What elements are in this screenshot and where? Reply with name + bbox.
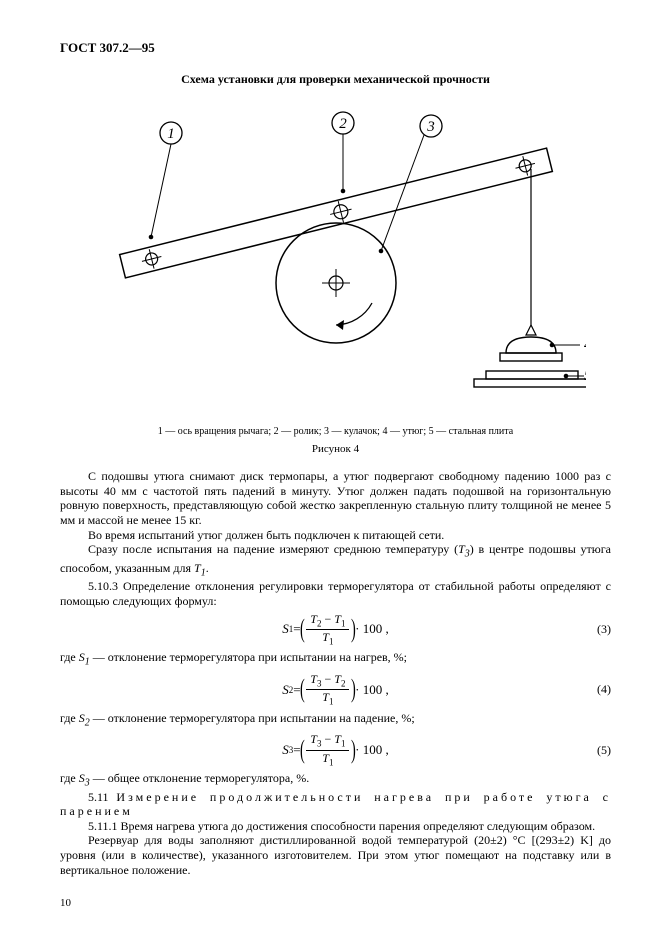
standard-id: ГОСТ 307.2—95 — [60, 40, 611, 56]
svg-text:3: 3 — [426, 119, 435, 135]
figure-title: Схема установки для проверки механическо… — [60, 72, 611, 87]
svg-text:1: 1 — [167, 126, 175, 142]
page-number: 10 — [60, 897, 611, 909]
figure-diagram: 1 2 3 4 5 — [60, 93, 611, 418]
paragraph: 5.11.1 Время нагрева утюга до достижения… — [60, 819, 611, 834]
equation-number: (3) — [597, 622, 611, 637]
svg-text:5: 5 — [584, 368, 586, 384]
equation-5: S3 = ( T3 − T1 T1 ) · 100 , (5) — [60, 733, 611, 767]
equation-number: (4) — [597, 682, 611, 697]
paragraph: С подошвы утюга снимают диск термопары, … — [60, 469, 611, 528]
paragraph: Сразу после испытания на падение измеряю… — [60, 542, 611, 579]
paragraph: Во время испытаний утюг должен быть подк… — [60, 528, 611, 543]
where-clause: где S1 — отклонение терморегулятора при … — [60, 650, 611, 669]
where-clause: где S3 — общее отклонение терморегулятор… — [60, 771, 611, 790]
paragraph: Резервуар для воды заполняют дистиллиров… — [60, 833, 611, 877]
figure-legend: 1 — ось вращения рычага; 2 — ролик; 3 — … — [60, 426, 611, 437]
equation-number: (5) — [597, 743, 611, 758]
svg-text:4: 4 — [584, 337, 586, 353]
svg-text:2: 2 — [339, 116, 347, 132]
paragraph: 5.10.3 Определение отклонения регулировк… — [60, 579, 611, 608]
equation-3: S1 = ( T2 − T1 T1 ) · 100 , (3) — [60, 613, 611, 647]
figure-number: Рисунок 4 — [60, 443, 611, 455]
section-heading: 5.11 Измерение продолжительности нагрева… — [60, 790, 611, 819]
where-clause: где S2 — отклонение терморегулятора при … — [60, 711, 611, 730]
equation-4: S2 = ( T3 − T2 T1 ) · 100 , (4) — [60, 673, 611, 707]
